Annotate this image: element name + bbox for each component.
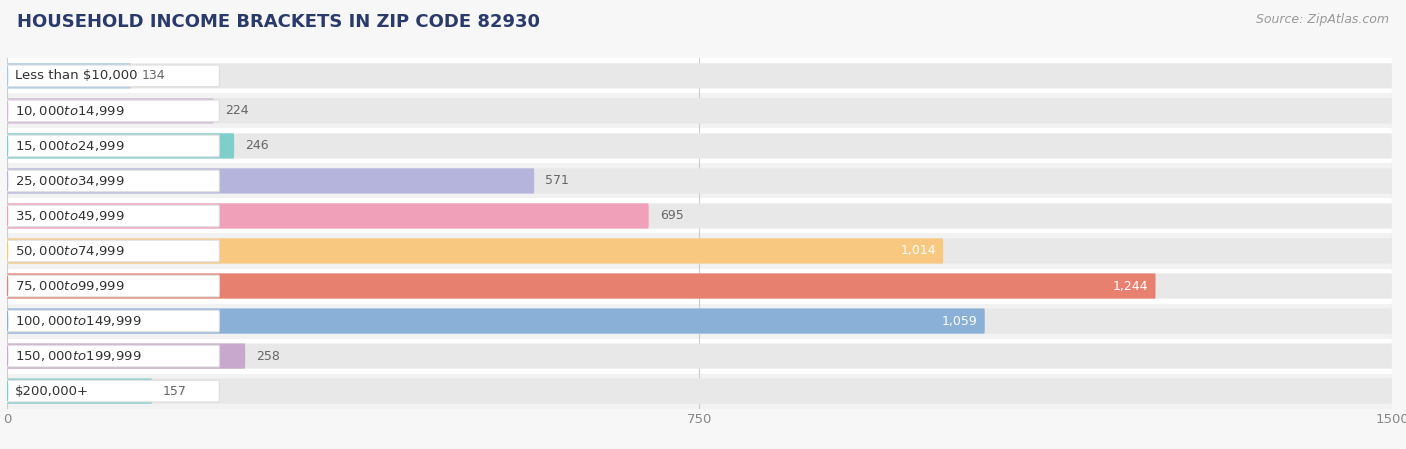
FancyBboxPatch shape [7, 345, 219, 367]
FancyBboxPatch shape [7, 98, 1392, 123]
FancyBboxPatch shape [7, 343, 245, 369]
FancyBboxPatch shape [7, 343, 1392, 369]
FancyBboxPatch shape [7, 98, 214, 123]
FancyBboxPatch shape [7, 304, 1392, 339]
Text: $75,000 to $99,999: $75,000 to $99,999 [15, 279, 125, 293]
FancyBboxPatch shape [7, 374, 1392, 409]
Text: $25,000 to $34,999: $25,000 to $34,999 [15, 174, 125, 188]
FancyBboxPatch shape [7, 380, 219, 402]
FancyBboxPatch shape [7, 133, 1392, 158]
FancyBboxPatch shape [7, 100, 219, 122]
FancyBboxPatch shape [7, 275, 219, 297]
Text: $100,000 to $149,999: $100,000 to $149,999 [15, 314, 142, 328]
Text: 224: 224 [225, 105, 249, 117]
FancyBboxPatch shape [7, 93, 1392, 128]
FancyBboxPatch shape [7, 379, 1392, 404]
FancyBboxPatch shape [7, 58, 1392, 93]
Text: 246: 246 [245, 140, 269, 152]
Text: HOUSEHOLD INCOME BRACKETS IN ZIP CODE 82930: HOUSEHOLD INCOME BRACKETS IN ZIP CODE 82… [17, 13, 540, 31]
FancyBboxPatch shape [7, 308, 1392, 334]
FancyBboxPatch shape [7, 163, 1392, 198]
FancyBboxPatch shape [7, 238, 1392, 264]
FancyBboxPatch shape [7, 168, 1392, 194]
Text: $10,000 to $14,999: $10,000 to $14,999 [15, 104, 125, 118]
FancyBboxPatch shape [7, 339, 1392, 374]
FancyBboxPatch shape [7, 128, 1392, 163]
FancyBboxPatch shape [7, 269, 1392, 304]
Text: $150,000 to $199,999: $150,000 to $199,999 [15, 349, 142, 363]
Text: Source: ZipAtlas.com: Source: ZipAtlas.com [1256, 13, 1389, 26]
FancyBboxPatch shape [7, 170, 219, 192]
FancyBboxPatch shape [7, 203, 648, 229]
FancyBboxPatch shape [7, 198, 1392, 233]
FancyBboxPatch shape [7, 135, 219, 157]
FancyBboxPatch shape [7, 310, 219, 332]
FancyBboxPatch shape [7, 233, 1392, 269]
Text: 1,244: 1,244 [1112, 280, 1149, 292]
Text: 1,059: 1,059 [942, 315, 977, 327]
FancyBboxPatch shape [7, 273, 1156, 299]
Text: Less than $10,000: Less than $10,000 [15, 70, 138, 82]
Text: 258: 258 [256, 350, 280, 362]
FancyBboxPatch shape [7, 168, 534, 194]
FancyBboxPatch shape [7, 133, 235, 158]
Text: 571: 571 [546, 175, 569, 187]
Text: $200,000+: $200,000+ [15, 385, 89, 397]
FancyBboxPatch shape [7, 65, 219, 87]
FancyBboxPatch shape [7, 63, 1392, 88]
FancyBboxPatch shape [7, 203, 1392, 229]
FancyBboxPatch shape [7, 379, 152, 404]
Text: 1,014: 1,014 [900, 245, 936, 257]
FancyBboxPatch shape [7, 63, 131, 88]
Text: $15,000 to $24,999: $15,000 to $24,999 [15, 139, 125, 153]
Text: 157: 157 [163, 385, 187, 397]
Text: 695: 695 [659, 210, 683, 222]
FancyBboxPatch shape [7, 238, 943, 264]
Text: 134: 134 [142, 70, 166, 82]
FancyBboxPatch shape [7, 205, 219, 227]
Text: $35,000 to $49,999: $35,000 to $49,999 [15, 209, 125, 223]
FancyBboxPatch shape [7, 308, 984, 334]
Text: $50,000 to $74,999: $50,000 to $74,999 [15, 244, 125, 258]
FancyBboxPatch shape [7, 273, 1392, 299]
FancyBboxPatch shape [7, 240, 219, 262]
